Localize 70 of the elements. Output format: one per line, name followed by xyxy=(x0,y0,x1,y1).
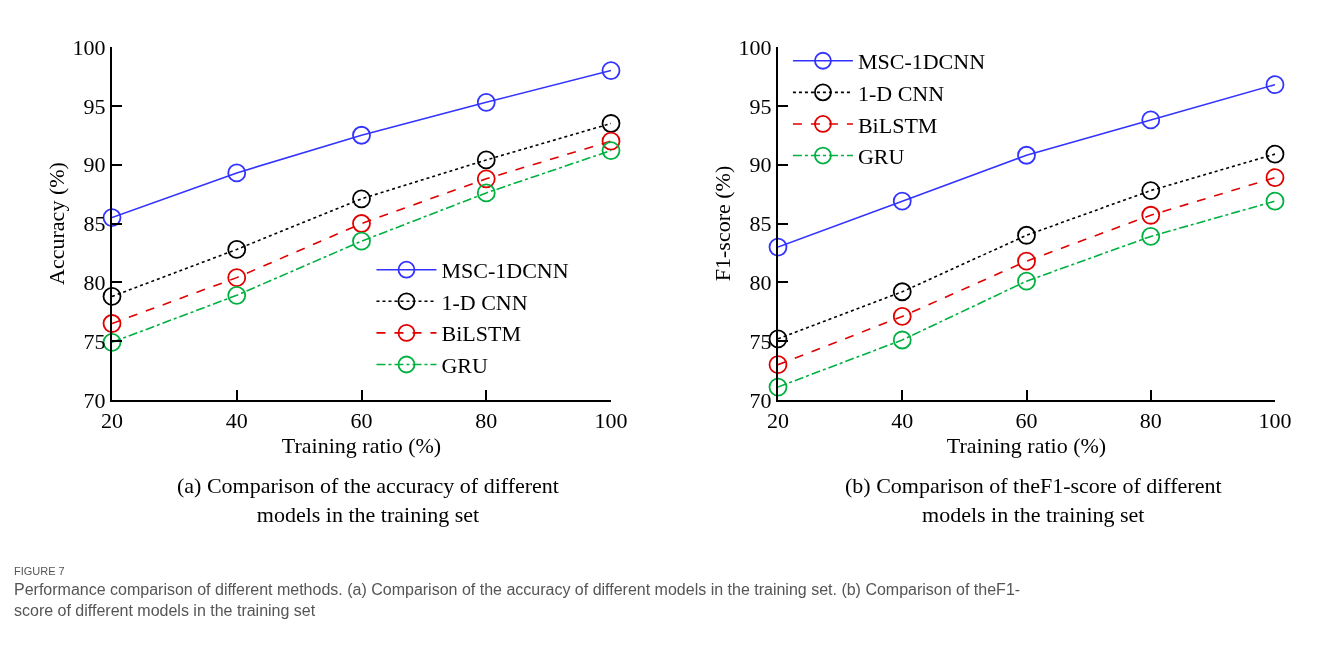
y-tick-label: 90 xyxy=(83,152,106,178)
point xyxy=(352,125,371,145)
text: (a) Comparison of the accuracy of different models in the training set xyxy=(177,473,559,527)
x-tick-label: 40 xyxy=(225,408,248,434)
point xyxy=(892,191,912,211)
x-tick-label: 40 xyxy=(891,408,914,434)
point xyxy=(227,239,247,259)
point xyxy=(892,307,912,326)
point xyxy=(476,92,496,112)
x-axis-title: Training ratio (%) xyxy=(281,433,442,459)
legend-label: 1-D CNN xyxy=(441,289,528,315)
point xyxy=(601,131,621,151)
point xyxy=(352,214,371,233)
point xyxy=(352,231,371,251)
point xyxy=(768,355,788,375)
y-tick-label: 80 xyxy=(749,270,772,296)
caption: FIGURE 7 xyxy=(14,565,65,577)
point xyxy=(227,268,247,288)
legend-label: MSC-1DCNN xyxy=(441,258,569,284)
y-tick-label: 95 xyxy=(83,93,106,119)
point xyxy=(227,163,247,183)
point xyxy=(102,314,122,333)
point xyxy=(476,183,496,203)
legend-label: 1-D CNN xyxy=(857,80,945,106)
point xyxy=(1141,227,1161,246)
y-tick-label: 100 xyxy=(72,34,106,60)
y-tick-label: 85 xyxy=(83,211,106,237)
x-tick-label: 80 xyxy=(475,408,498,434)
x-tick-label: 60 xyxy=(1015,408,1038,434)
point xyxy=(352,189,371,209)
point xyxy=(1017,145,1036,165)
x-tick-label: 60 xyxy=(350,408,373,434)
y-tick-label: 90 xyxy=(749,152,772,178)
point xyxy=(1265,168,1285,187)
legend-label: GRU xyxy=(857,144,905,170)
point xyxy=(476,169,496,189)
y-axis-title: Accuracy (%) xyxy=(43,162,69,285)
text: (b) Comparison of theF1-score of different models in the training set xyxy=(845,473,1222,527)
point xyxy=(476,150,496,170)
point xyxy=(601,141,621,160)
legend-label: GRU xyxy=(441,353,489,379)
point xyxy=(892,330,912,350)
point xyxy=(1265,191,1285,211)
y-tick-label: 95 xyxy=(749,93,772,119)
legend-label: BiLSTM xyxy=(857,112,938,138)
point xyxy=(1017,251,1036,271)
point xyxy=(892,282,912,302)
point xyxy=(1265,144,1285,164)
point xyxy=(227,285,247,305)
x-tick-label: 100 xyxy=(1258,408,1292,434)
y-tick-label: 85 xyxy=(749,211,772,237)
point xyxy=(1017,271,1036,291)
y-tick-label: 80 xyxy=(83,270,106,296)
point xyxy=(1141,181,1161,200)
text: Performance comparison of different methods. (a) Comparison of the accuracy of different models in the training set. (b) Comparison of theF1- score of different models in the training set xyxy=(14,581,1021,619)
legend-label: BiLSTM xyxy=(441,321,521,347)
point xyxy=(1141,205,1161,225)
x-tick-label: 100 xyxy=(594,408,628,434)
x-axis-title: Training ratio (%) xyxy=(946,433,1107,459)
point xyxy=(1141,110,1161,130)
point xyxy=(768,237,788,257)
y-tick-label: 100 xyxy=(738,34,772,60)
x-tick-label: 80 xyxy=(1139,408,1162,434)
point xyxy=(1265,75,1285,95)
y-axis-title: F1-score (%) xyxy=(709,165,735,282)
point xyxy=(1017,225,1036,245)
y-tick-label: 75 xyxy=(749,328,772,354)
point xyxy=(601,114,621,133)
legend-label: MSC-1DCNN xyxy=(857,49,986,75)
point xyxy=(601,61,621,80)
